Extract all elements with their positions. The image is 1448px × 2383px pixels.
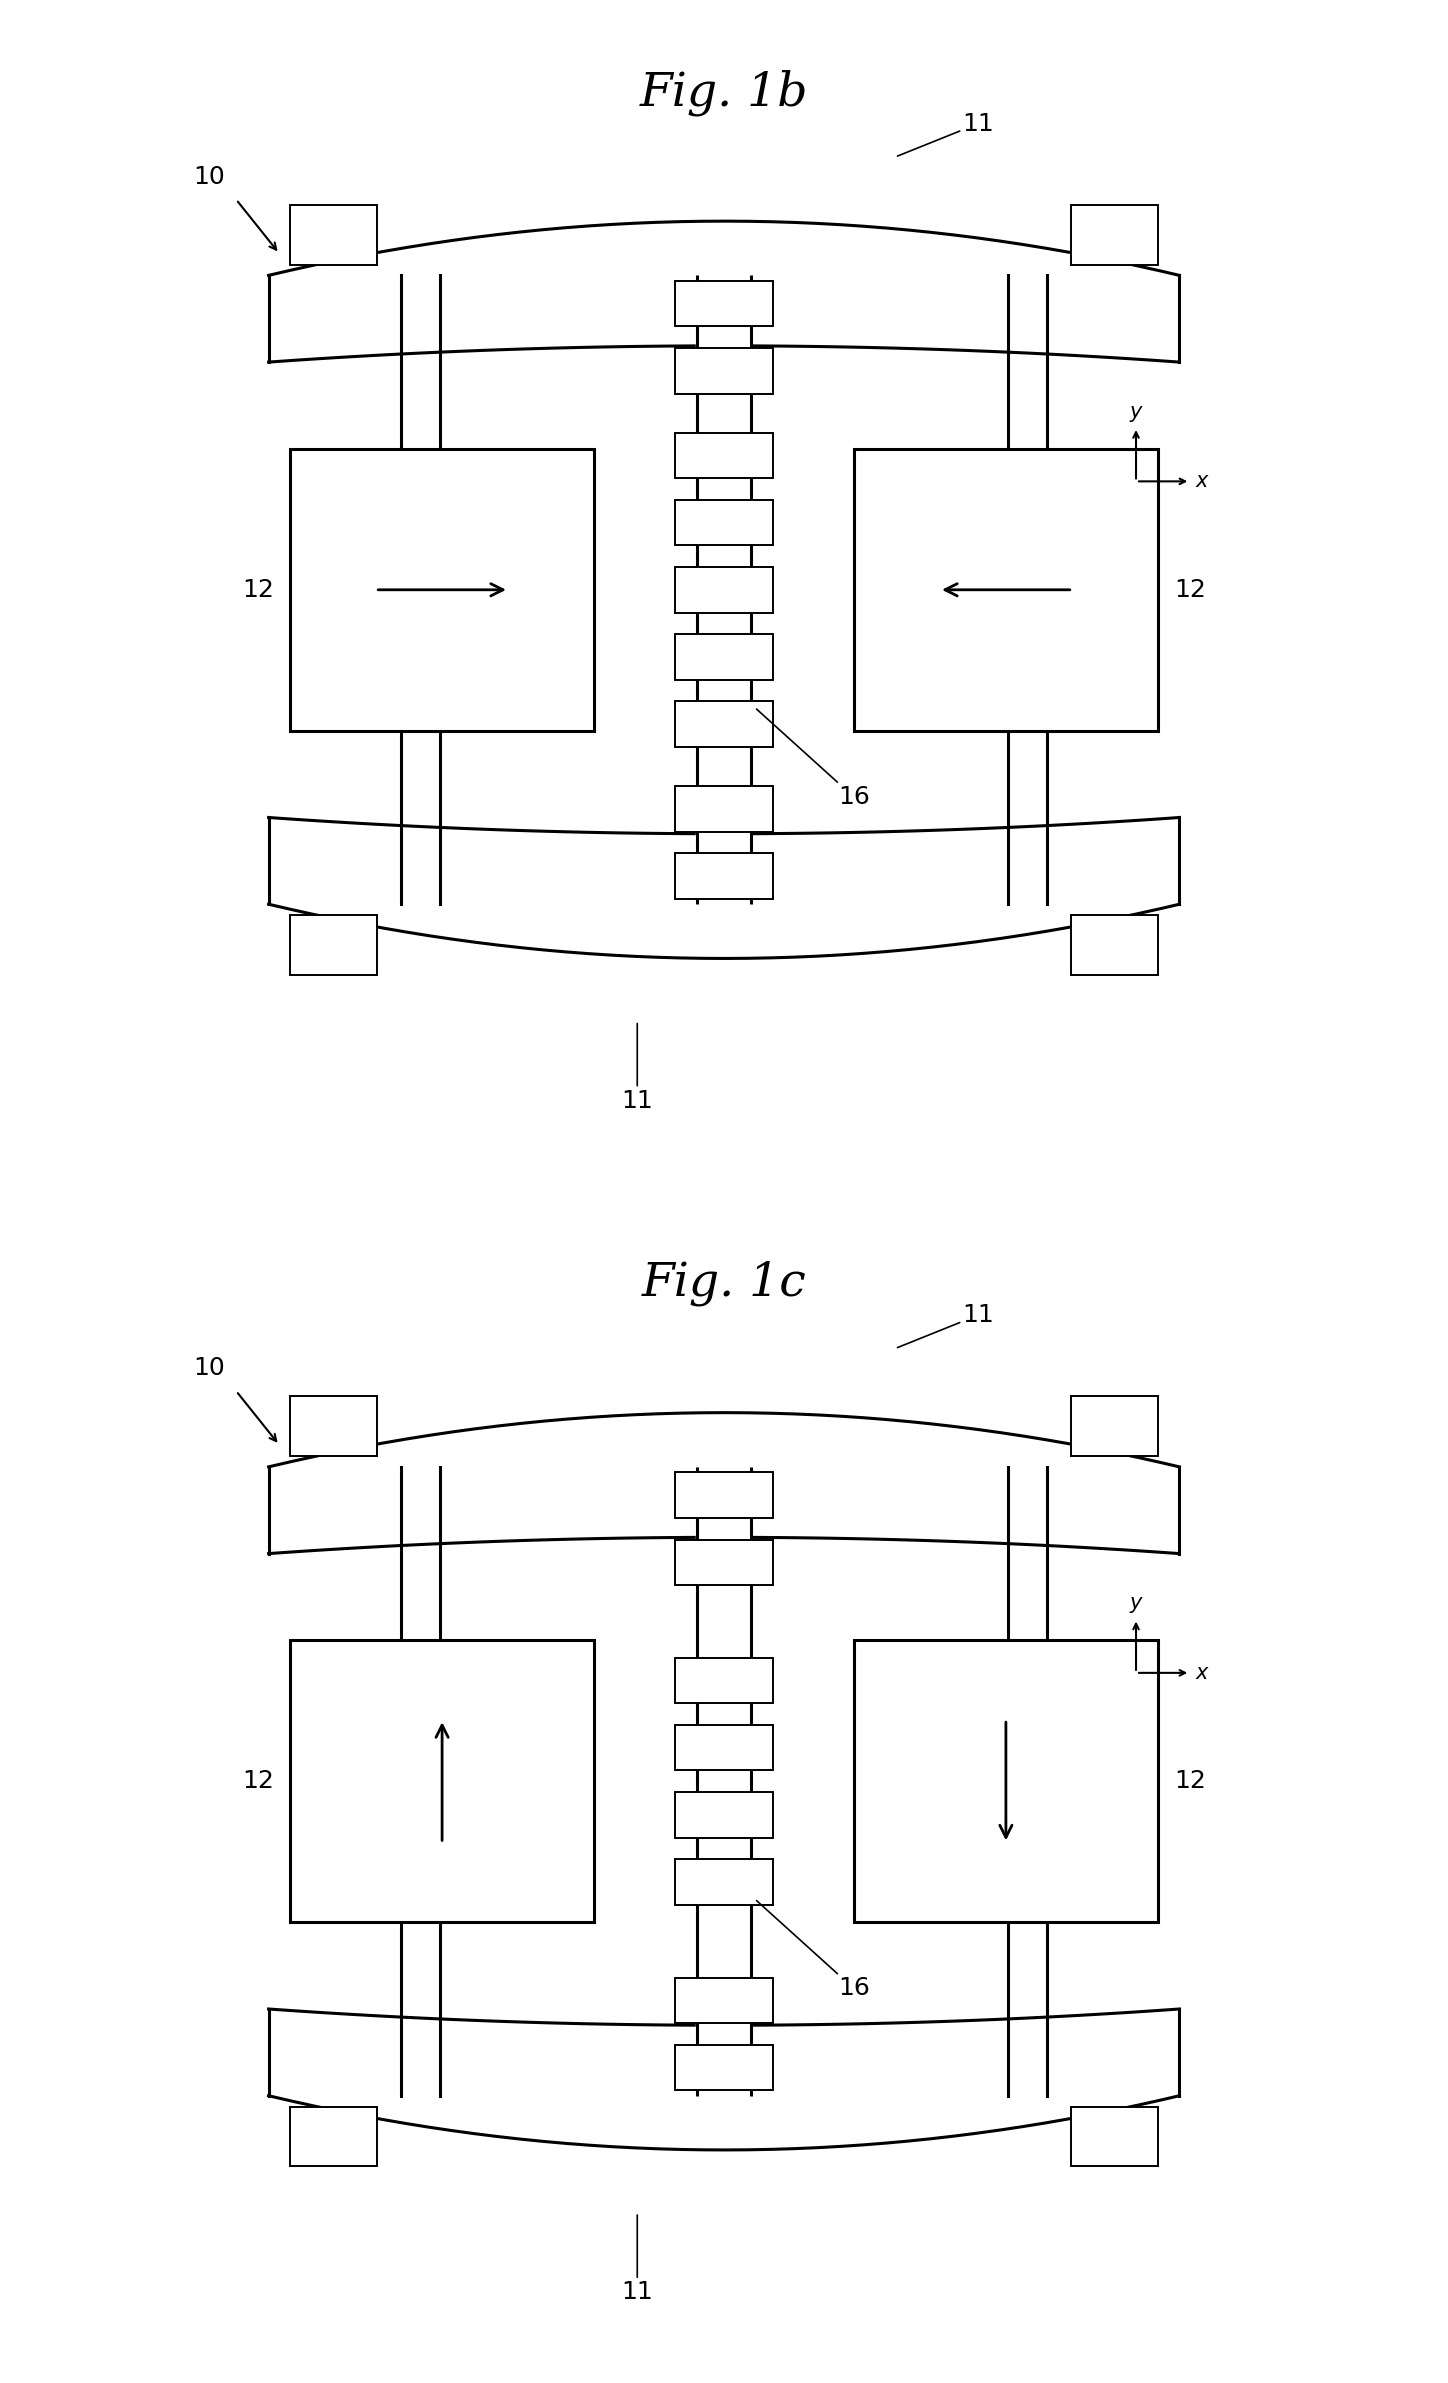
Bar bbox=[675, 567, 773, 612]
Bar bbox=[675, 1978, 773, 2023]
Bar bbox=[675, 348, 773, 393]
Bar bbox=[675, 1859, 773, 1904]
Text: 10: 10 bbox=[194, 164, 226, 188]
Text: y: y bbox=[1129, 403, 1142, 422]
Bar bbox=[675, 634, 773, 679]
Bar bbox=[854, 448, 1158, 732]
Bar bbox=[1072, 2107, 1158, 2166]
Bar bbox=[675, 1792, 773, 1837]
Bar bbox=[675, 2045, 773, 2090]
Bar bbox=[675, 1539, 773, 1585]
Bar bbox=[1072, 205, 1158, 265]
Bar bbox=[1072, 915, 1158, 975]
Bar bbox=[675, 786, 773, 832]
Text: Fig. 1b: Fig. 1b bbox=[640, 69, 808, 117]
Bar bbox=[675, 434, 773, 479]
Text: 11: 11 bbox=[621, 1025, 653, 1113]
Text: x: x bbox=[1196, 1663, 1208, 1682]
Bar bbox=[675, 1473, 773, 1518]
Bar bbox=[290, 448, 594, 732]
Text: 11: 11 bbox=[898, 112, 995, 157]
Text: 16: 16 bbox=[756, 710, 870, 808]
Text: 12: 12 bbox=[1174, 1768, 1206, 1794]
Text: x: x bbox=[1196, 472, 1208, 491]
Text: 11: 11 bbox=[898, 1304, 995, 1346]
Text: 12: 12 bbox=[242, 577, 274, 603]
Bar bbox=[675, 853, 773, 898]
Bar bbox=[290, 1640, 594, 1923]
Bar bbox=[290, 205, 376, 265]
Bar bbox=[675, 500, 773, 546]
Bar bbox=[675, 701, 773, 746]
Text: Fig. 1c: Fig. 1c bbox=[641, 1261, 807, 1306]
Text: 10: 10 bbox=[194, 1356, 226, 1380]
Bar bbox=[675, 1659, 773, 1704]
Text: 12: 12 bbox=[242, 1768, 274, 1794]
Bar bbox=[290, 2107, 376, 2166]
Bar bbox=[854, 1640, 1158, 1923]
Bar bbox=[1072, 1396, 1158, 1456]
Bar bbox=[675, 281, 773, 326]
Text: 11: 11 bbox=[621, 2216, 653, 2304]
Bar bbox=[675, 1725, 773, 1771]
Text: 12: 12 bbox=[1174, 577, 1206, 603]
Bar bbox=[290, 915, 376, 975]
Bar bbox=[290, 1396, 376, 1456]
Text: 16: 16 bbox=[756, 1902, 870, 1999]
Text: y: y bbox=[1129, 1594, 1142, 1613]
